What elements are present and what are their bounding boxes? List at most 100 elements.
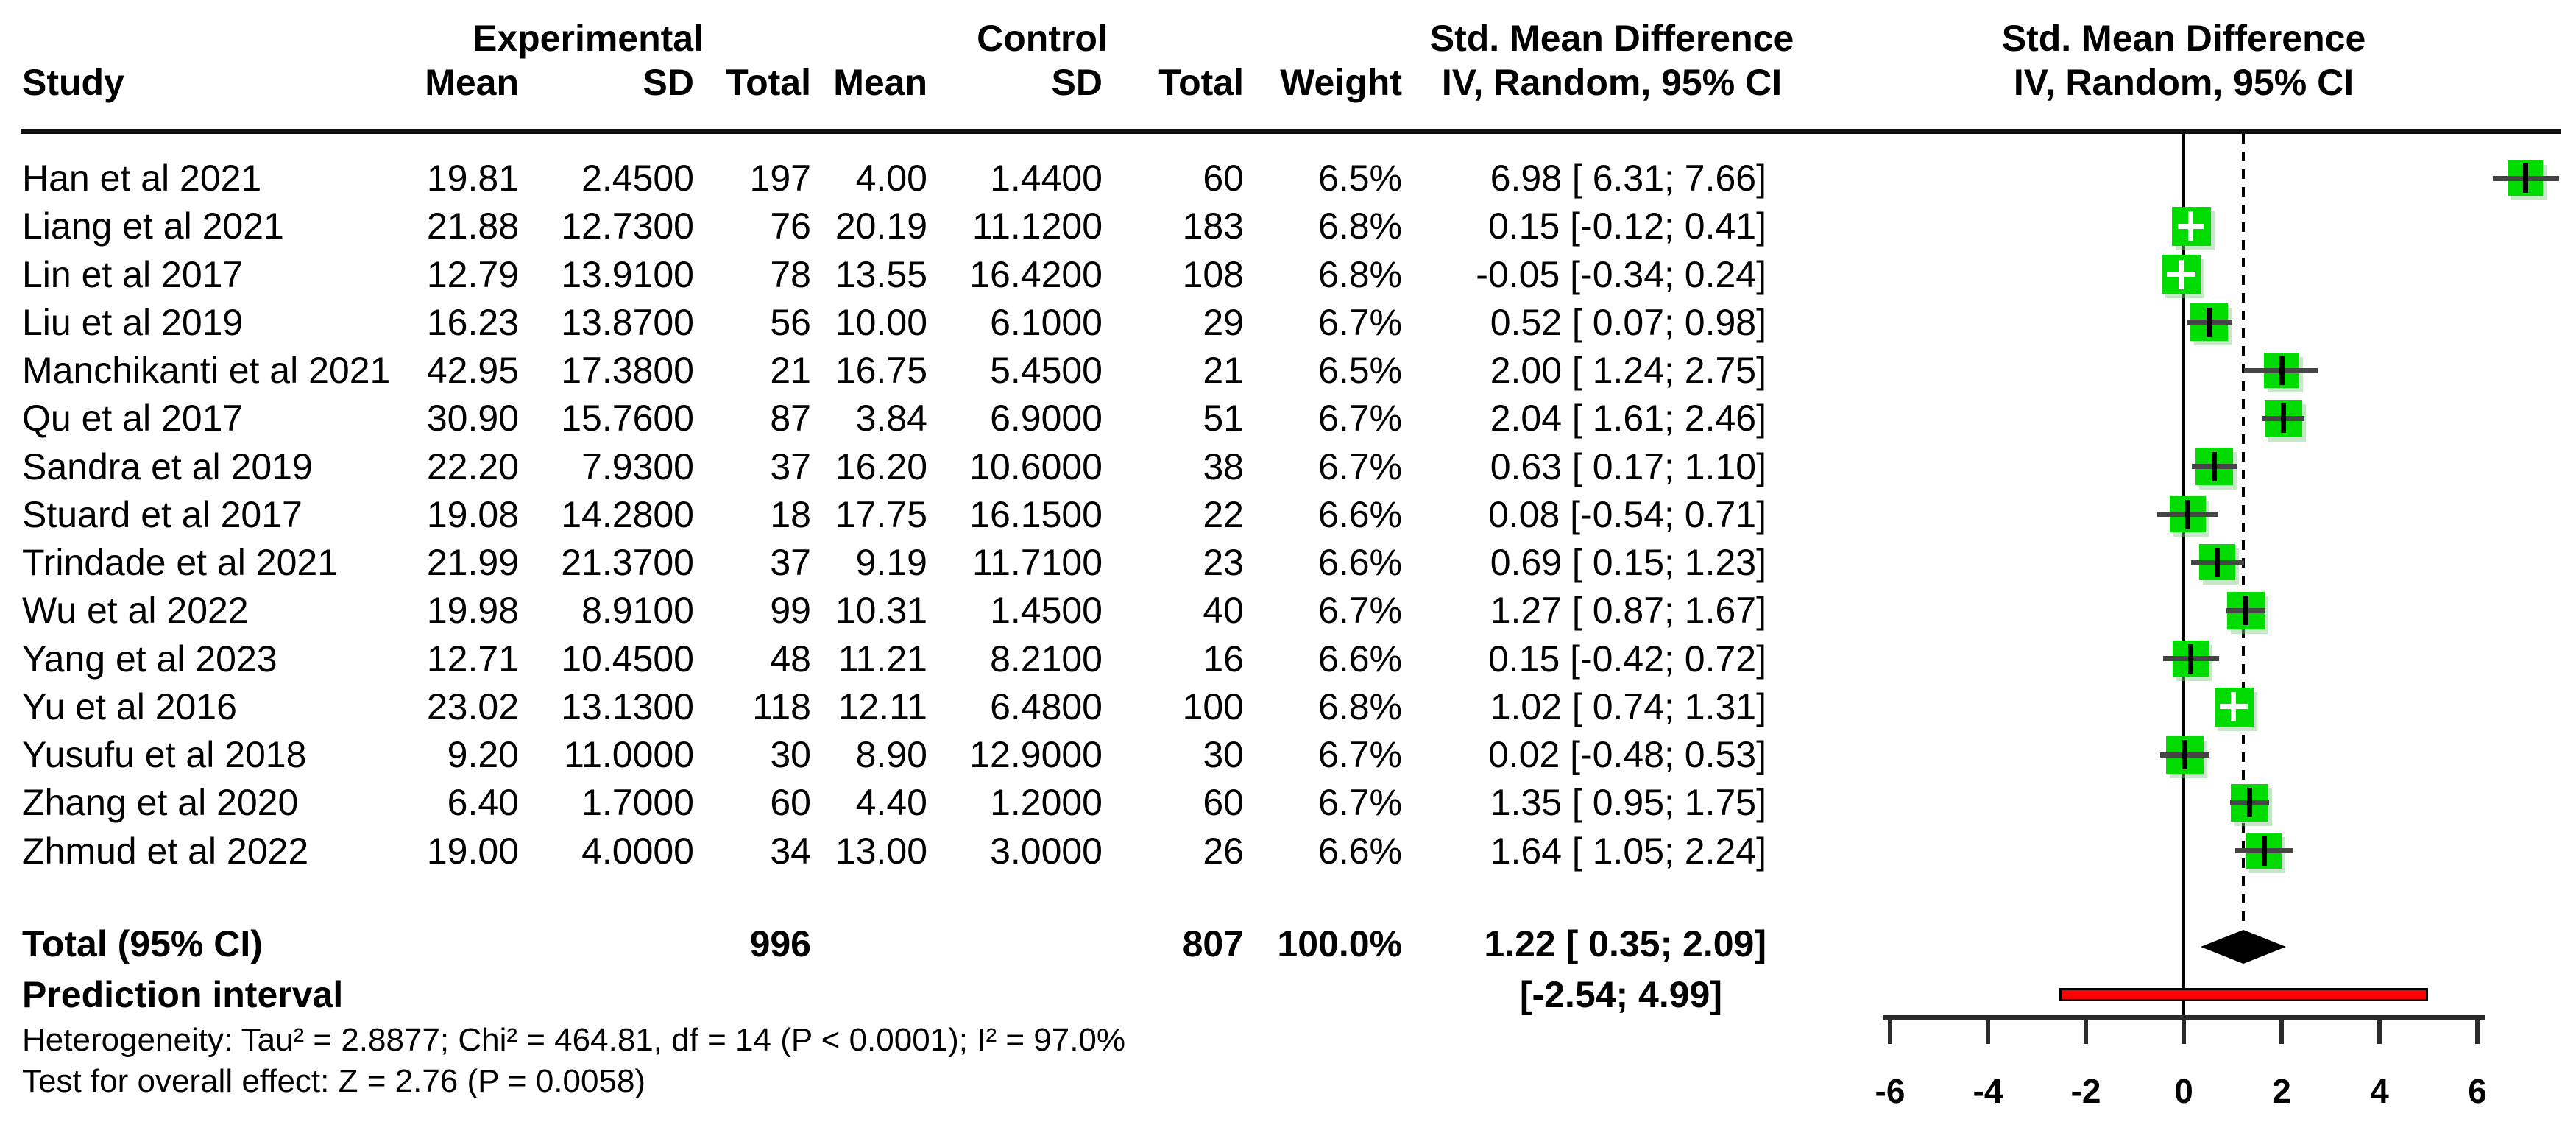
x-axis-tick — [2279, 1016, 2284, 1044]
prediction-interval-label: Prediction interval — [22, 974, 344, 1015]
exp-total-value: 197 — [749, 158, 811, 199]
ctrl-sd-value: 1.2000 — [990, 782, 1103, 823]
table-row: Zhang et al 2020 6.40 1.7000 60 4.40 1.2000 60… — [0, 783, 1803, 822]
x-axis-tick — [1986, 1016, 1990, 1044]
exp-total-value: 48 — [770, 638, 811, 680]
exp-total-value: 18 — [770, 494, 811, 535]
ctrl-total-value: 100 — [1182, 686, 1244, 727]
x-axis-tick-label: -4 — [1972, 1072, 2003, 1110]
exp-mean-value: 9.20 — [447, 734, 519, 775]
exp-total-value: 99 — [770, 590, 811, 631]
total-weight: 100.0% — [1277, 923, 1402, 964]
ctrl-total-value: 16 — [1203, 638, 1244, 680]
ctrl-mean-value: 20.19 — [835, 205, 927, 247]
exp-sd-value: 14.2800 — [561, 494, 694, 535]
exp-mean-value: 23.02 — [426, 686, 519, 727]
estimate-tick — [2279, 356, 2285, 385]
ctrl-total-value: 60 — [1203, 782, 1244, 823]
exp-sd-value: 4.0000 — [581, 830, 694, 872]
estimate-tick — [2207, 308, 2212, 337]
ctrl-sd-value: 6.4800 — [990, 686, 1103, 727]
table-row: Yang et al 2023 12.71 10.4500 48 11.21 8.2100… — [0, 640, 1803, 678]
study-name: Zhmud et al 2022 — [22, 830, 309, 872]
table-row: Liu et al 2019 16.23 13.8700 56 10.00 6.1000 2… — [0, 303, 1803, 342]
zero-reference-line — [2182, 134, 2185, 1017]
x-axis-tick — [2377, 1016, 2382, 1044]
column-header-mean-exp: Mean — [425, 62, 519, 103]
study-name: Yusufu et al 2018 — [22, 734, 307, 775]
exp-sd-value: 15.7600 — [561, 398, 694, 439]
estimate-tick — [2179, 260, 2184, 289]
exp-total-value: 118 — [752, 686, 811, 727]
study-name: Zhang et al 2020 — [22, 782, 299, 823]
smd-ci-value: 0.52 [ 0.07; 0.98] — [1490, 302, 1766, 343]
weight-value: 6.7% — [1318, 590, 1402, 631]
exp-mean-value: 19.81 — [426, 158, 519, 199]
exp-mean-value: 12.71 — [426, 638, 519, 680]
prediction-interval-value: [-2.54; 4.99] — [1519, 974, 1722, 1015]
x-axis-tick-label: -2 — [2070, 1072, 2101, 1110]
weight-value: 6.8% — [1318, 205, 1402, 247]
ctrl-sd-value: 6.9000 — [990, 398, 1103, 439]
study-name: Wu et al 2022 — [22, 590, 249, 631]
study-name: Liang et al 2021 — [22, 205, 284, 247]
total-n-experimental: 996 — [749, 923, 811, 964]
ctrl-mean-value: 13.00 — [835, 830, 927, 872]
exp-total-value: 78 — [770, 254, 811, 295]
exp-mean-value: 19.98 — [426, 590, 519, 631]
heterogeneity-note: Heterogeneity: Tau² = 2.8877; Chi² = 464… — [22, 1022, 1126, 1058]
ctrl-mean-value: 4.00 — [855, 158, 927, 199]
ctrl-total-value: 30 — [1203, 734, 1244, 775]
exp-total-value: 30 — [770, 734, 811, 775]
column-header-mean-ctrl: Mean — [833, 62, 927, 103]
ctrl-sd-value: 6.1000 — [990, 302, 1103, 343]
exp-sd-value: 1.7000 — [581, 782, 694, 823]
weight-value: 6.7% — [1318, 734, 1402, 775]
ctrl-sd-value: 16.4200 — [969, 254, 1103, 295]
ctrl-mean-value: 10.00 — [835, 302, 927, 343]
exp-sd-value: 7.9300 — [581, 446, 694, 487]
ctrl-total-value: 29 — [1203, 302, 1244, 343]
estimate-tick — [2215, 548, 2220, 577]
exp-sd-value: 17.3800 — [561, 350, 694, 391]
weight-value: 6.8% — [1318, 686, 1402, 727]
study-name: Lin et al 2017 — [22, 254, 244, 295]
table-row: Yu et al 2016 23.02 13.1300 118 12.11 6.4800 1… — [0, 688, 1803, 726]
estimate-tick — [2182, 740, 2187, 769]
column-header-total-exp: Total — [726, 62, 811, 103]
exp-total-value: 37 — [770, 446, 811, 487]
exp-sd-value: 13.8700 — [561, 302, 694, 343]
estimate-tick — [2188, 211, 2193, 241]
exp-sd-value: 10.4500 — [561, 638, 694, 680]
study-name: Trindade et al 2021 — [22, 542, 339, 583]
exp-sd-value: 12.7300 — [561, 205, 694, 247]
smd-plot-title: Std. Mean Difference — [2001, 18, 2366, 59]
overall-effect-note: Test for overall effect: Z = 2.76 (P = 0… — [22, 1063, 646, 1099]
ctrl-total-value: 23 — [1203, 542, 1244, 583]
ctrl-sd-value: 10.6000 — [969, 446, 1103, 487]
estimate-tick — [2247, 788, 2252, 817]
study-name: Stuard et al 2017 — [22, 494, 302, 535]
exp-sd-value: 11.0000 — [563, 734, 694, 775]
smd-ci-value: 0.08 [-0.54; 0.71] — [1487, 494, 1766, 535]
exp-total-value: 60 — [770, 782, 811, 823]
total-n-control: 807 — [1182, 923, 1244, 964]
exp-mean-value: 12.79 — [426, 254, 519, 295]
smd-ci-value: 6.98 [ 6.31; 7.66] — [1490, 158, 1766, 199]
exp-mean-value: 21.99 — [426, 542, 519, 583]
study-name: Yang et al 2023 — [22, 638, 277, 680]
ctrl-total-value: 26 — [1203, 830, 1244, 872]
exp-total-value: 87 — [770, 398, 811, 439]
x-axis-tick — [2475, 1016, 2480, 1044]
ctrl-total-value: 40 — [1203, 590, 1244, 631]
column-header-sd-ctrl: SD — [1051, 62, 1103, 103]
ctrl-total-value: 21 — [1203, 350, 1244, 391]
ctrl-sd-value: 1.4500 — [990, 590, 1103, 631]
x-axis-tick-label: 6 — [2468, 1072, 2487, 1110]
ctrl-sd-value: 11.1200 — [972, 205, 1103, 247]
ctrl-total-value: 108 — [1182, 254, 1244, 295]
smd-column-title: Std. Mean Difference — [1429, 18, 1794, 59]
estimate-tick — [2243, 596, 2248, 625]
ctrl-mean-value: 9.19 — [855, 542, 927, 583]
smd-column-subtitle: IV, Random, 95% CI — [1441, 62, 1783, 103]
